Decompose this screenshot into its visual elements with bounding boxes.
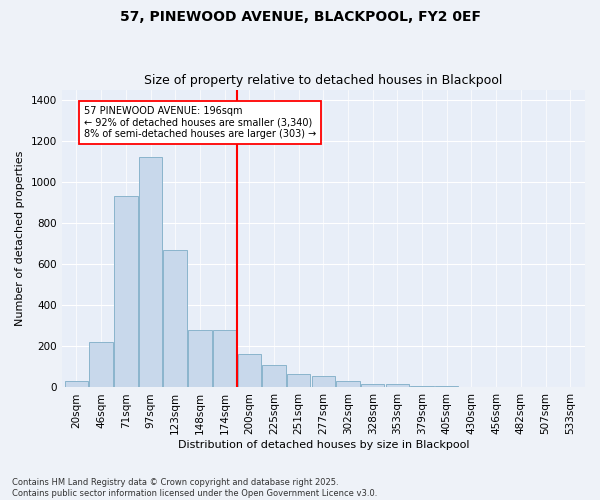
Bar (435, 386, 458, 388)
Bar (509, 387, 533, 388)
Text: 57 PINEWOOD AVENUE: 196sqm
← 92% of detached houses are smaller (3,340)
8% of se: 57 PINEWOOD AVENUE: 196sqm ← 92% of deta… (84, 106, 316, 139)
Y-axis label: Number of detached properties: Number of detached properties (15, 151, 25, 326)
Bar (287, 374, 310, 388)
Bar (65, 382, 88, 388)
X-axis label: Distribution of detached houses by size in Blackpool: Distribution of detached houses by size … (178, 440, 469, 450)
Bar (336, 382, 360, 388)
Bar (188, 330, 212, 388)
Bar (163, 250, 187, 388)
Bar (410, 386, 434, 388)
Bar (238, 354, 261, 388)
Bar (213, 330, 236, 388)
Bar (89, 342, 113, 388)
Bar (262, 365, 286, 388)
Bar (114, 196, 137, 388)
Text: 57, PINEWOOD AVENUE, BLACKPOOL, FY2 0EF: 57, PINEWOOD AVENUE, BLACKPOOL, FY2 0EF (119, 10, 481, 24)
Text: Contains HM Land Registry data © Crown copyright and database right 2025.
Contai: Contains HM Land Registry data © Crown c… (12, 478, 377, 498)
Title: Size of property relative to detached houses in Blackpool: Size of property relative to detached ho… (144, 74, 503, 87)
Bar (361, 384, 385, 388)
Bar (139, 158, 162, 388)
Bar (386, 384, 409, 388)
Bar (311, 376, 335, 388)
